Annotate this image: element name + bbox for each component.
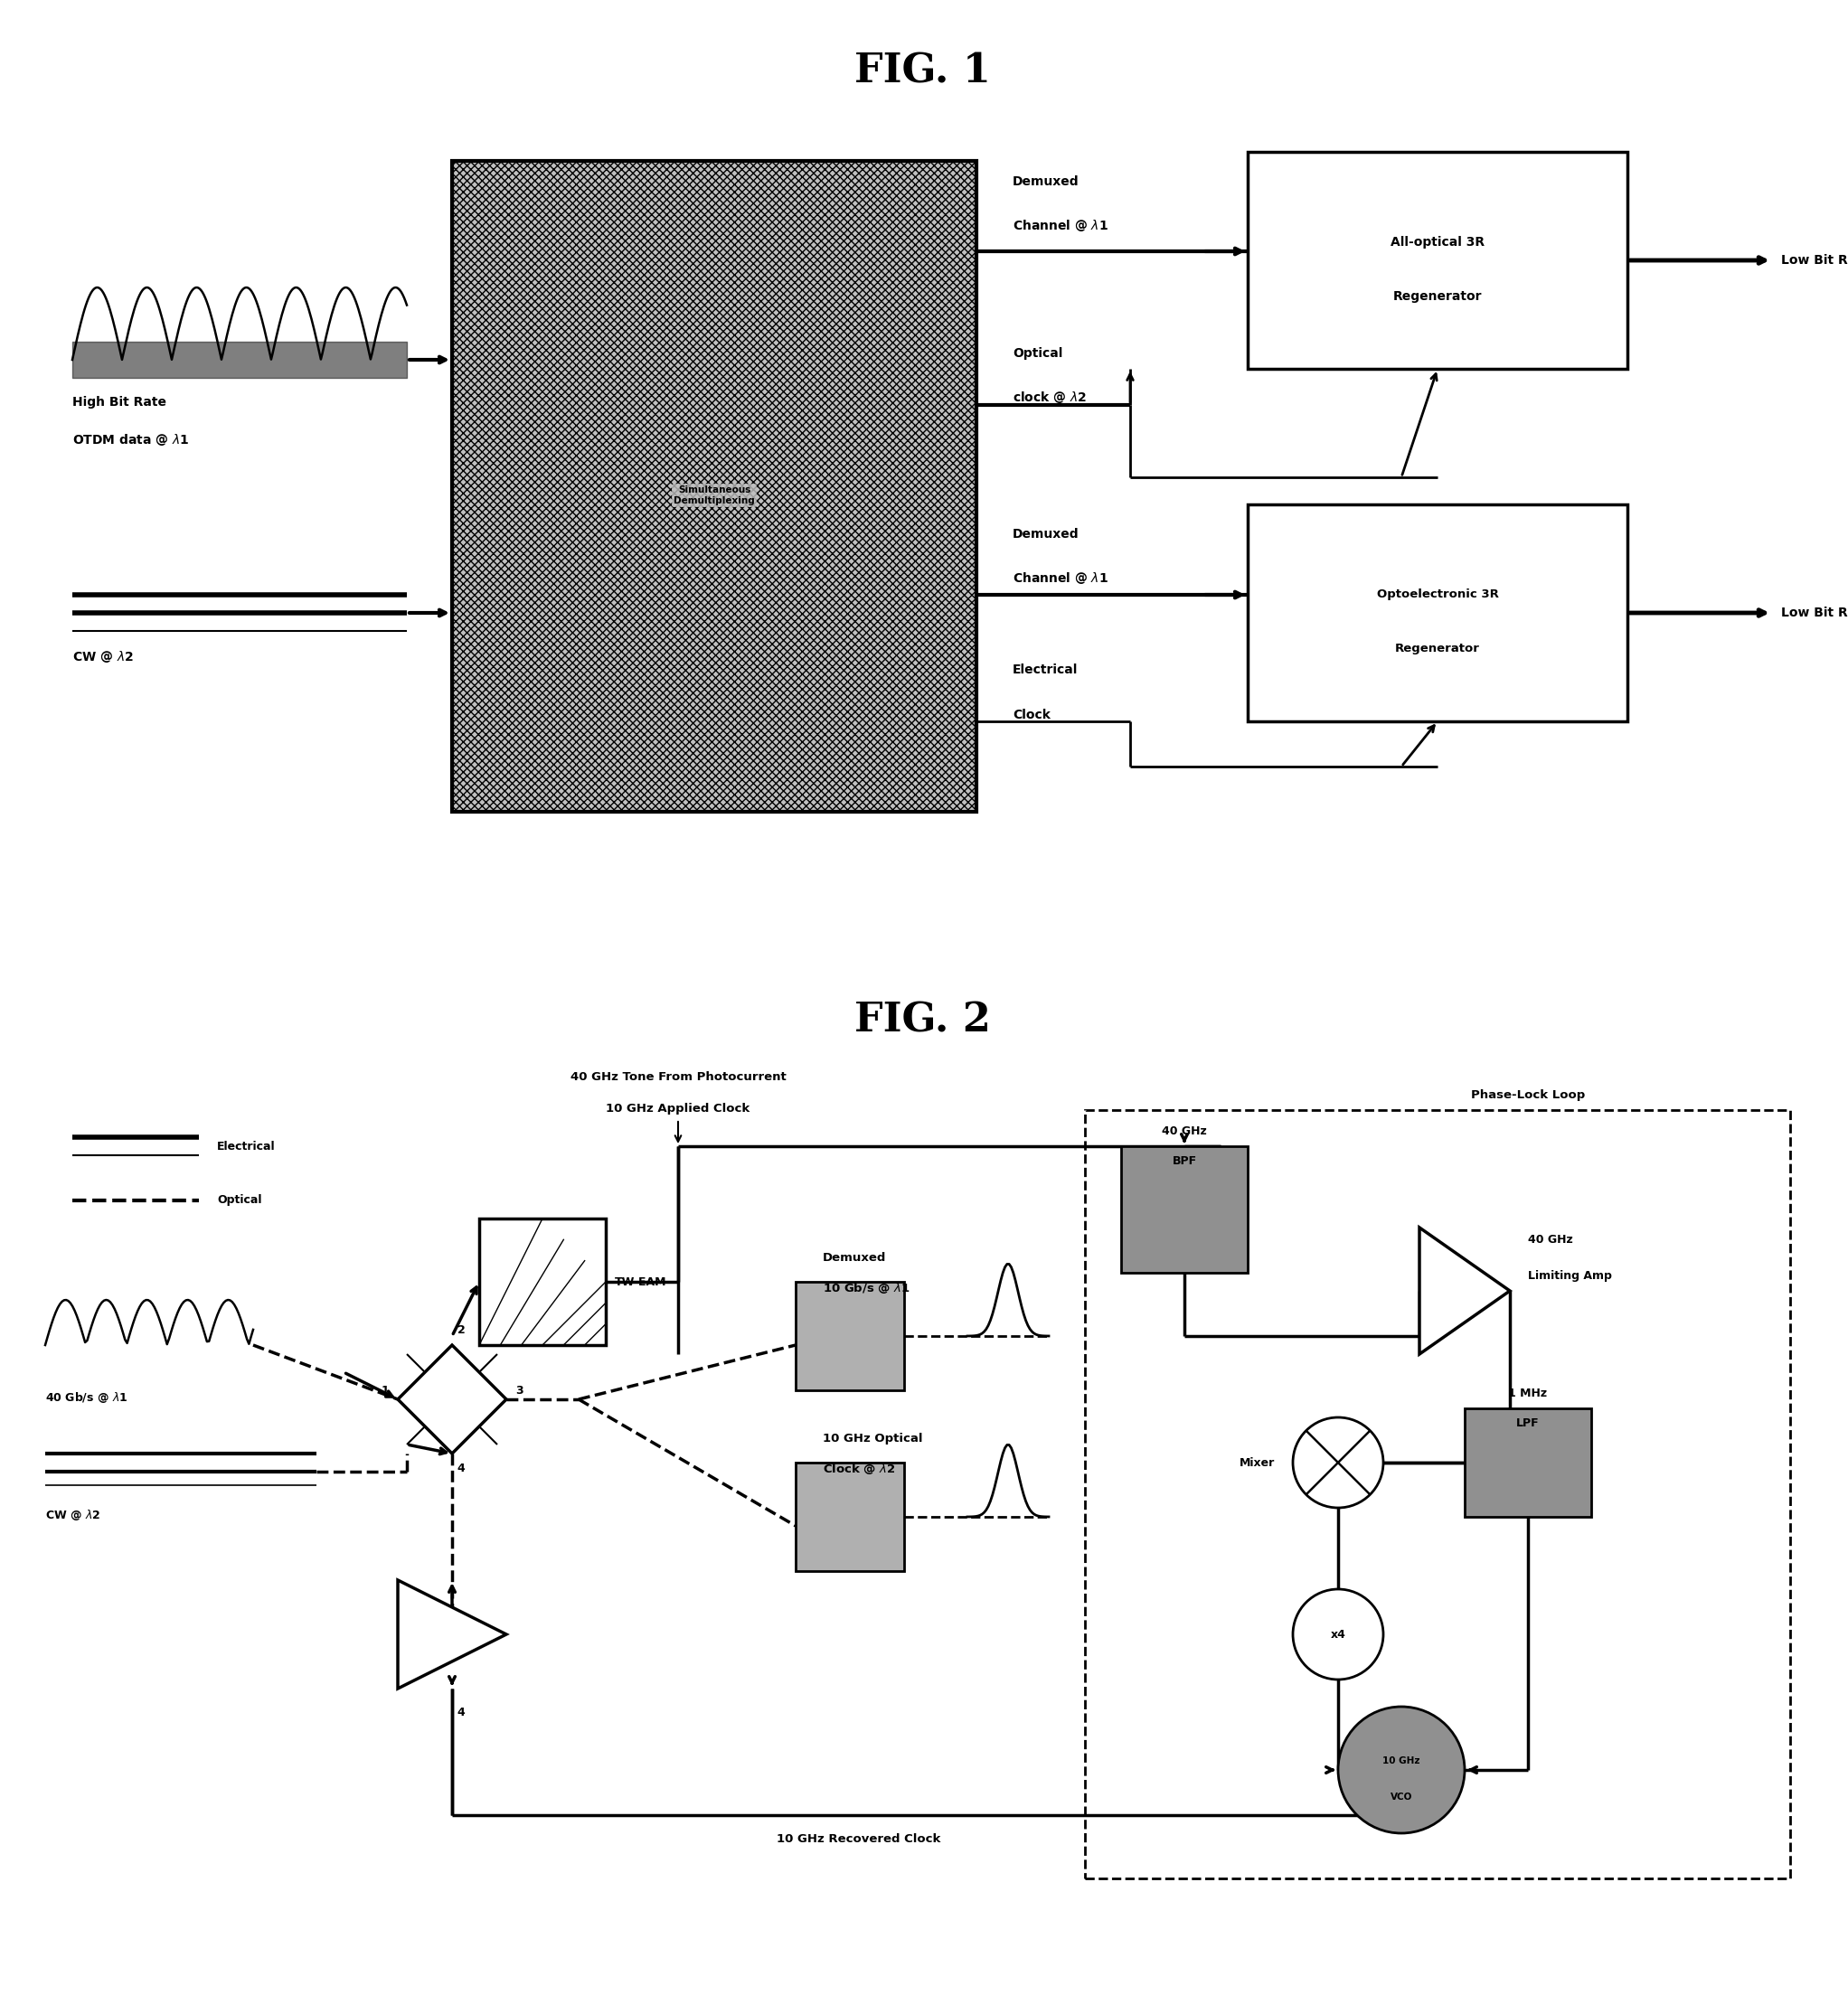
Text: Simultaneous
Demultiplexing: Simultaneous Demultiplexing — [675, 485, 754, 506]
Text: CW @ $\lambda$2: CW @ $\lambda$2 — [44, 1508, 100, 1523]
Text: Clock: Clock — [1013, 709, 1050, 721]
Text: 1 MHz: 1 MHz — [1508, 1388, 1547, 1400]
Text: Limiting Amp: Limiting Amp — [1528, 1271, 1611, 1281]
Bar — [1247, 151, 1628, 369]
Text: All-optical 3R: All-optical 3R — [1390, 236, 1484, 248]
Text: x4: x4 — [1331, 1629, 1345, 1639]
Text: clock @ $\lambda$2: clock @ $\lambda$2 — [1013, 389, 1087, 405]
Text: 1: 1 — [381, 1384, 388, 1396]
Text: 4: 4 — [456, 1462, 466, 1474]
Text: 10 GHz: 10 GHz — [1382, 1756, 1419, 1766]
Text: Mixer: Mixer — [1240, 1456, 1275, 1468]
Circle shape — [1294, 1589, 1384, 1680]
Text: Low Bit Rate: Low Bit Rate — [1781, 254, 1848, 266]
Text: Demuxed: Demuxed — [822, 1253, 887, 1263]
Text: OTDM data @ $\lambda$1: OTDM data @ $\lambda$1 — [72, 433, 188, 447]
Text: 2: 2 — [456, 1325, 466, 1335]
Circle shape — [1294, 1418, 1384, 1508]
Text: 10 Gb/s @ $\lambda$1: 10 Gb/s @ $\lambda$1 — [822, 1281, 911, 1295]
Bar — [479, 1218, 606, 1345]
Text: FIG. 1: FIG. 1 — [854, 52, 991, 91]
Text: High Bit Rate: High Bit Rate — [72, 397, 166, 409]
Text: 10 GHz Recovered Clock: 10 GHz Recovered Clock — [776, 1833, 941, 1845]
Text: Regenerator: Regenerator — [1393, 290, 1482, 302]
Text: CW @ $\lambda$2: CW @ $\lambda$2 — [72, 649, 133, 665]
Text: BPF: BPF — [1172, 1156, 1198, 1166]
Text: Electrical: Electrical — [1013, 663, 1077, 677]
Text: 40 GHz: 40 GHz — [1162, 1126, 1207, 1138]
Text: Demuxed: Demuxed — [1013, 528, 1079, 540]
Bar — [796, 1462, 904, 1571]
Text: VCO: VCO — [1390, 1792, 1412, 1803]
Bar — [1085, 1110, 1791, 1879]
Text: Optical: Optical — [1013, 346, 1063, 361]
Polygon shape — [1419, 1229, 1510, 1353]
Text: Low Bit Rate: Low Bit Rate — [1781, 606, 1848, 618]
Bar — [1465, 1408, 1591, 1517]
Circle shape — [1338, 1706, 1465, 1833]
Text: Clock @ $\lambda$2: Clock @ $\lambda$2 — [822, 1462, 896, 1476]
Text: Electrical: Electrical — [216, 1140, 275, 1152]
Bar — [1122, 1146, 1247, 1273]
Text: FIG. 2: FIG. 2 — [854, 1001, 991, 1041]
Text: Demuxed: Demuxed — [1013, 175, 1079, 187]
Text: 40 GHz: 40 GHz — [1528, 1235, 1573, 1245]
Text: Channel @ $\lambda$1: Channel @ $\lambda$1 — [1013, 218, 1109, 234]
Text: Optoelectronic 3R: Optoelectronic 3R — [1377, 588, 1499, 600]
Polygon shape — [397, 1345, 506, 1454]
Text: 10 GHz Applied Clock: 10 GHz Applied Clock — [606, 1104, 750, 1114]
Text: 3: 3 — [516, 1384, 523, 1396]
Text: 10 GHz Optical: 10 GHz Optical — [822, 1432, 922, 1444]
Text: 40 GHz Tone From Photocurrent: 40 GHz Tone From Photocurrent — [571, 1071, 785, 1084]
Polygon shape — [397, 1581, 506, 1688]
Text: Regenerator: Regenerator — [1395, 642, 1480, 655]
Text: TW-EAM: TW-EAM — [615, 1277, 667, 1287]
Text: 4: 4 — [456, 1706, 466, 1718]
Text: LPF: LPF — [1517, 1418, 1539, 1430]
Text: Optical: Optical — [216, 1194, 262, 1206]
Bar — [453, 161, 976, 812]
Text: Channel @ $\lambda$1: Channel @ $\lambda$1 — [1013, 570, 1109, 586]
Bar — [1247, 504, 1628, 721]
Text: 40 Gb/s @ $\lambda$1: 40 Gb/s @ $\lambda$1 — [44, 1390, 128, 1404]
Bar — [796, 1281, 904, 1390]
Text: Phase-Lock Loop: Phase-Lock Loop — [1471, 1090, 1586, 1102]
